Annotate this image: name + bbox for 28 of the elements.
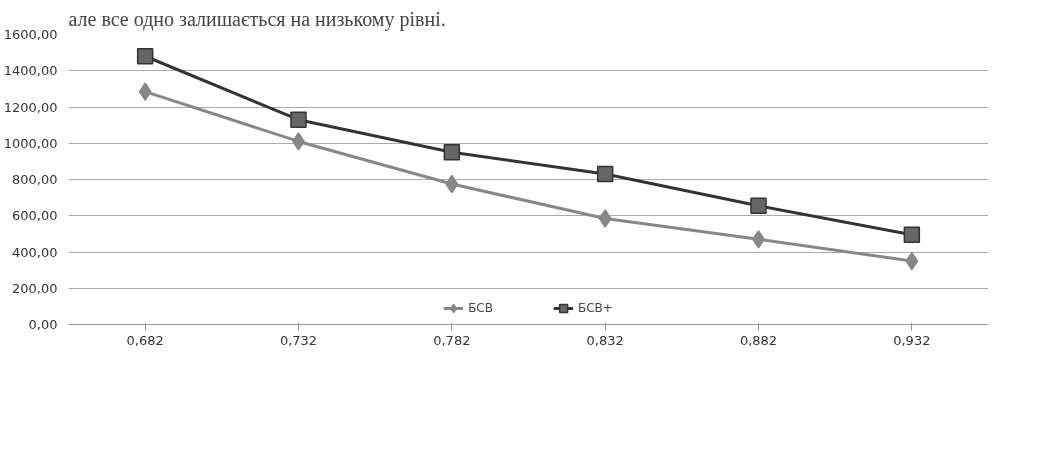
point — [138, 82, 152, 101]
text: але все одно залишається на низькому рівні. — [68, 7, 446, 31]
y-tick-label: 1400,00 — [3, 63, 58, 79]
y-tick-label: 1200,00 — [3, 99, 58, 115]
point — [750, 197, 767, 215]
y-tick-label: 800,00 — [12, 172, 58, 187]
y-tick-label: 600,00 — [12, 208, 58, 224]
x-tick-label: 0,932 — [893, 332, 931, 348]
y-tick-label: 400,00 — [12, 244, 58, 260]
point — [136, 48, 154, 65]
legend-label: БСВ+ — [577, 301, 613, 315]
x-tick-label: 0,732 — [279, 332, 318, 348]
point — [598, 209, 612, 228]
y-tick-label: 200,00 — [12, 280, 58, 296]
point — [290, 111, 307, 128]
legend-label: БСВ — [468, 301, 493, 315]
x-tick-label: 0,682 — [126, 332, 164, 348]
point — [596, 165, 614, 183]
point — [445, 174, 459, 194]
x-tick-label: 0,782 — [433, 332, 471, 348]
x-tick-label: 0,882 — [739, 332, 778, 348]
point — [903, 226, 921, 244]
y-tick-label: 0,00 — [28, 317, 58, 332]
point — [443, 144, 461, 161]
x-tick-label: 0,832 — [586, 332, 624, 348]
y-tick-label: 1000,00 — [3, 135, 58, 151]
point — [905, 251, 919, 271]
y-tick-label: 1600,00 — [3, 27, 58, 42]
